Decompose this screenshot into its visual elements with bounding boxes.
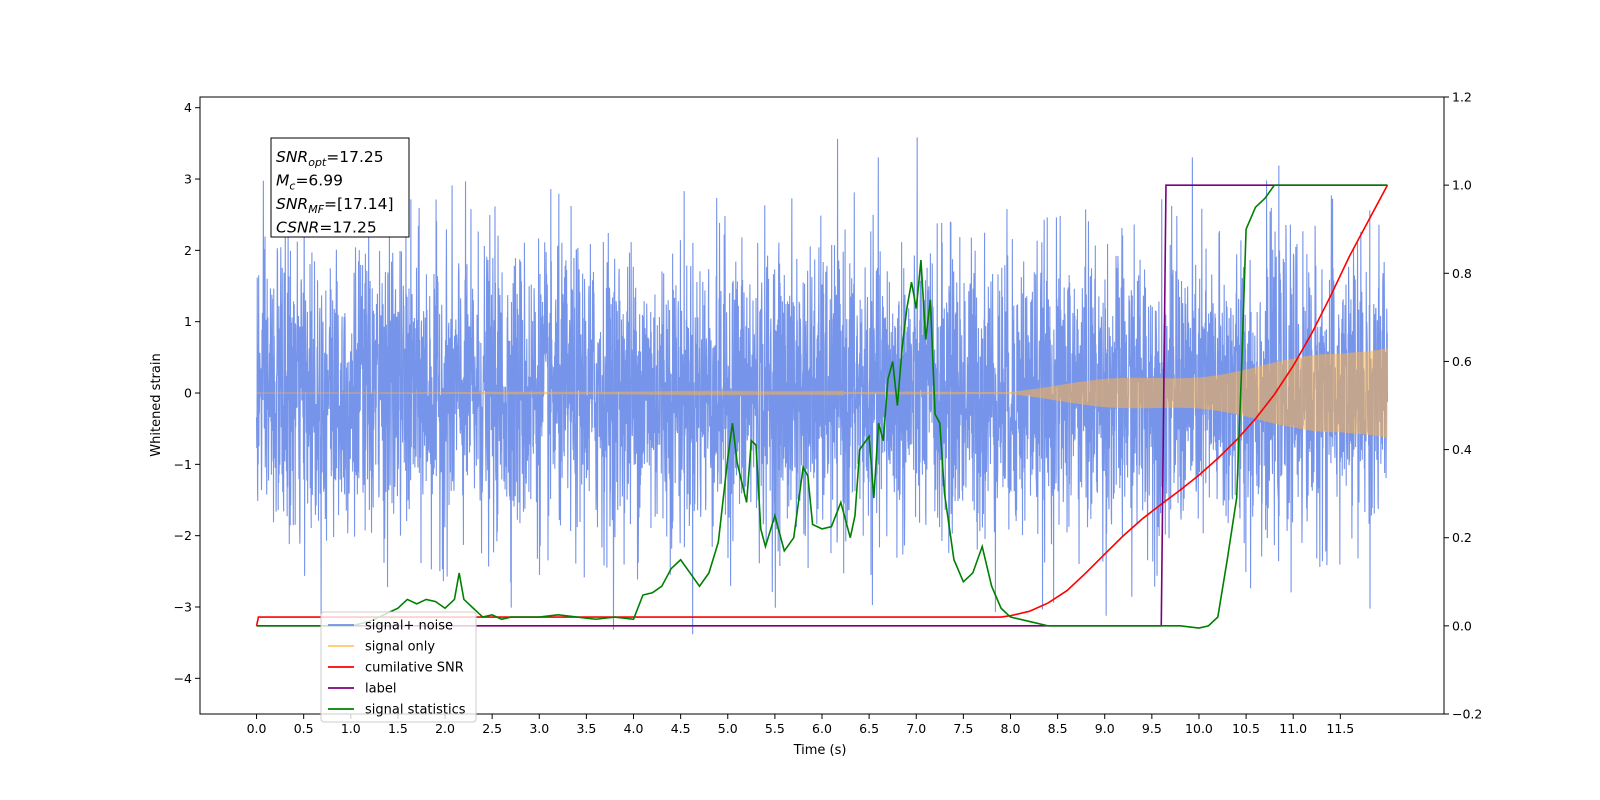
y-tick-label: 4 [184,100,192,115]
y-axis-left: −4 −3 −2 −1 0 1 2 3 4 [174,100,200,686]
y2-tick-label: 0.6 [1452,354,1472,369]
y-tick-label: −1 [174,457,192,472]
x-tick-label: 9.5 [1142,721,1162,736]
x-tick-label: 10.0 [1185,721,1213,736]
x-tick-label: 5.0 [718,721,738,736]
x-tick-label: 1.5 [388,721,408,736]
x-tick-label: 1.0 [341,721,361,736]
x-axis-label: Time (s) [793,743,847,758]
annotation-box [270,137,410,238]
legend-label: signal statistics [365,703,466,718]
y-axis-label: Whitened strain [149,353,164,456]
series-signal-only [256,347,1388,438]
x-tick-label: 8.5 [1048,721,1068,736]
x-tick-label: 6.0 [812,721,832,736]
y2-tick-label: 0.0 [1452,618,1472,633]
y-tick-label: −4 [174,671,192,686]
y-tick-label: 0 [184,386,192,401]
y-axis-right: −0.2 0.0 0.2 0.4 0.6 0.8 1.0 1.2 [1444,90,1482,722]
x-axis: 0.0 0.5 1.0 1.5 2.0 2.5 3.0 3.5 4.0 4.5 5.0 5.5 6.0 6… [247,714,1354,736]
annotation-line: Mc=6.99 [276,172,343,193]
x-tick-label: 4.5 [671,721,691,736]
plot-area [255,137,1389,635]
y2-tick-label: 1.0 [1452,178,1472,193]
series-cumulative-snr [255,184,1389,627]
y-tick-label: −3 [174,600,192,615]
y-tick-label: 3 [184,172,192,187]
x-tick-label: 11.5 [1326,721,1354,736]
x-tick-label: 6.5 [859,721,879,736]
x-tick-label: 0.5 [294,721,314,736]
series-signal-noise [256,137,1388,635]
x-tick-label: 3.0 [529,721,549,736]
series-signal-statistics [256,184,1388,629]
legend-label: signal only [365,640,435,655]
x-tick-label: 0.0 [247,721,267,736]
y-tick-label: 2 [184,243,192,258]
x-tick-label: 2.5 [482,721,502,736]
x-tick-label: 7.0 [906,721,926,736]
x-tick-label: 8.0 [1001,721,1021,736]
x-tick-label: 3.5 [576,721,596,736]
legend-label: label [365,682,396,697]
x-tick-label: 7.5 [953,721,973,736]
y2-tick-label: 0.8 [1452,266,1472,281]
x-tick-label: 5.5 [765,721,785,736]
y2-tick-label: 0.2 [1452,530,1472,545]
x-tick-label: 2.0 [435,721,455,736]
legend-box [320,611,477,723]
x-tick-label: 10.5 [1232,721,1260,736]
y-tick-label: 1 [184,314,192,329]
annotation-line: SNRopt=17.25 [276,148,384,169]
x-tick-label: 4.0 [624,721,644,736]
y2-tick-label: 1.2 [1452,90,1472,105]
legend-label: cumilative SNR [365,661,464,676]
legend: signal+ noise signal only cumilative SNR la… [320,611,477,723]
y-tick-label: −2 [174,528,192,543]
annotation-line: CSNR=17.25 [276,219,377,237]
x-tick-label: 11.0 [1279,721,1307,736]
y2-tick-label: −0.2 [1452,707,1482,722]
legend-label: signal+ noise [365,619,453,634]
x-tick-label: 9.0 [1095,721,1115,736]
annotation-line: SNRMF=[17.14] [276,195,394,216]
y2-tick-label: 0.4 [1452,442,1472,457]
